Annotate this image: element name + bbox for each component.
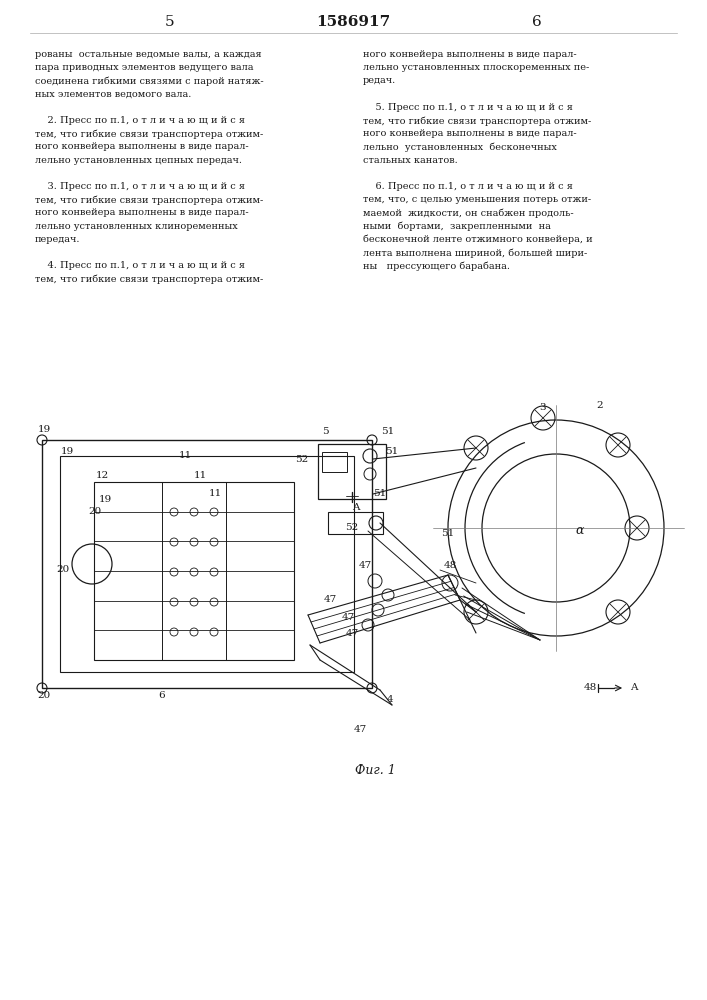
Text: тем, что, с целью уменьшения потерь отжи-: тем, что, с целью уменьшения потерь отжи… bbox=[363, 195, 591, 204]
Text: тем, что гибкие связи транспортера отжим-: тем, что гибкие связи транспортера отжим… bbox=[35, 129, 263, 139]
Text: ного конвейера выполнены в виде парал-: ного конвейера выполнены в виде парал- bbox=[35, 142, 249, 151]
Text: 12: 12 bbox=[95, 472, 109, 481]
Bar bbox=[94, 482, 294, 660]
Text: 20: 20 bbox=[57, 566, 69, 574]
Text: 5: 5 bbox=[322, 428, 328, 436]
Text: 47: 47 bbox=[341, 612, 355, 621]
Text: 47: 47 bbox=[323, 595, 337, 604]
Text: A: A bbox=[630, 684, 638, 692]
Text: 11: 11 bbox=[194, 472, 206, 481]
Text: 51: 51 bbox=[441, 530, 455, 538]
Text: 6: 6 bbox=[532, 15, 542, 29]
Text: 51: 51 bbox=[381, 428, 395, 436]
Text: соединена гибкими связями с парой натяж-: соединена гибкими связями с парой натяж- bbox=[35, 76, 264, 86]
Text: лельно  установленных  бесконечных: лельно установленных бесконечных bbox=[363, 142, 557, 152]
Text: редач.: редач. bbox=[363, 76, 396, 85]
Text: 51: 51 bbox=[373, 489, 387, 498]
Text: рованы  остальные ведомые валы, а каждая: рованы остальные ведомые валы, а каждая bbox=[35, 50, 262, 59]
Text: ного конвейера выполнены в виде парал-: ного конвейера выполнены в виде парал- bbox=[35, 208, 249, 217]
Text: 4. Пресс по п.1, о т л и ч а ю щ и й с я: 4. Пресс по п.1, о т л и ч а ю щ и й с я bbox=[35, 261, 245, 270]
Text: передач.: передач. bbox=[35, 235, 81, 244]
Text: 19: 19 bbox=[60, 448, 74, 456]
Text: 19: 19 bbox=[98, 494, 112, 504]
Text: ны   прессующего барабана.: ны прессующего барабана. bbox=[363, 261, 510, 271]
Text: бесконечной ленте отжимного конвейера, и: бесконечной ленте отжимного конвейера, и bbox=[363, 235, 592, 244]
Bar bbox=[60, 456, 354, 672]
Text: α: α bbox=[575, 524, 584, 536]
Text: тем, что гибкие связи транспортера отжим-: тем, что гибкие связи транспортера отжим… bbox=[35, 274, 263, 284]
Text: 3. Пресс по п.1, о т л и ч а ю щ и й с я: 3. Пресс по п.1, о т л и ч а ю щ и й с я bbox=[35, 182, 245, 191]
Text: лельно установленных цепных передач.: лельно установленных цепных передач. bbox=[35, 156, 242, 165]
Text: 5: 5 bbox=[165, 15, 175, 29]
Text: 47: 47 bbox=[346, 629, 358, 638]
Text: 2: 2 bbox=[597, 401, 603, 410]
Text: 19: 19 bbox=[37, 426, 51, 434]
Text: маемой  жидкости, он снабжен продоль-: маемой жидкости, он снабжен продоль- bbox=[363, 208, 573, 218]
Text: стальных канатов.: стальных канатов. bbox=[363, 156, 457, 165]
Bar bbox=[42, 440, 372, 688]
Text: 11: 11 bbox=[178, 450, 192, 460]
Bar bbox=[322, 452, 347, 472]
Text: пара приводных элементов ведущего вала: пара приводных элементов ведущего вала bbox=[35, 63, 254, 72]
Text: лельно установленных плоскоременных пе-: лельно установленных плоскоременных пе- bbox=[363, 63, 589, 72]
Text: тем, что гибкие связи транспортера отжим-: тем, что гибкие связи транспортера отжим… bbox=[35, 195, 263, 205]
Text: 4: 4 bbox=[387, 696, 393, 704]
Text: 3: 3 bbox=[539, 403, 547, 412]
Text: 47: 47 bbox=[358, 560, 372, 570]
Text: 6: 6 bbox=[158, 692, 165, 700]
Text: ного конвейера выполнены в виде парал-: ного конвейера выполнены в виде парал- bbox=[363, 129, 577, 138]
Text: 2. Пресс по п.1, о т л и ч а ю щ и й с я: 2. Пресс по п.1, о т л и ч а ю щ и й с я bbox=[35, 116, 245, 125]
Text: 47: 47 bbox=[354, 726, 367, 734]
Text: ных элементов ведомого вала.: ных элементов ведомого вала. bbox=[35, 90, 192, 99]
Text: ными  бортами,  закрепленными  на: ными бортами, закрепленными на bbox=[363, 222, 551, 231]
Text: 51: 51 bbox=[385, 446, 399, 456]
Text: 52: 52 bbox=[296, 454, 309, 464]
Text: 5. Пресс по п.1, о т л и ч а ю щ и й с я: 5. Пресс по п.1, о т л и ч а ю щ и й с я bbox=[363, 103, 573, 112]
Text: A: A bbox=[352, 502, 360, 512]
Text: 11: 11 bbox=[209, 489, 221, 498]
Text: 48: 48 bbox=[443, 562, 457, 570]
Bar bbox=[328, 512, 383, 534]
Text: лельно установленных клиноременных: лельно установленных клиноременных bbox=[35, 222, 238, 231]
Text: лента выполнена шириной, большей шири-: лента выполнена шириной, большей шири- bbox=[363, 248, 588, 257]
Text: 20: 20 bbox=[88, 508, 102, 516]
Text: Фиг. 1: Фиг. 1 bbox=[355, 764, 395, 776]
Text: 6. Пресс по п.1, о т л и ч а ю щ и й с я: 6. Пресс по п.1, о т л и ч а ю щ и й с я bbox=[363, 182, 573, 191]
Text: 52: 52 bbox=[346, 522, 358, 532]
Text: 1586917: 1586917 bbox=[316, 15, 390, 29]
Bar bbox=[318, 444, 386, 499]
Text: 20: 20 bbox=[37, 692, 51, 700]
Text: ного конвейера выполнены в виде парал-: ного конвейера выполнены в виде парал- bbox=[363, 50, 577, 59]
Text: тем, что гибкие связи транспортера отжим-: тем, что гибкие связи транспортера отжим… bbox=[363, 116, 591, 125]
Text: 48: 48 bbox=[583, 684, 597, 692]
